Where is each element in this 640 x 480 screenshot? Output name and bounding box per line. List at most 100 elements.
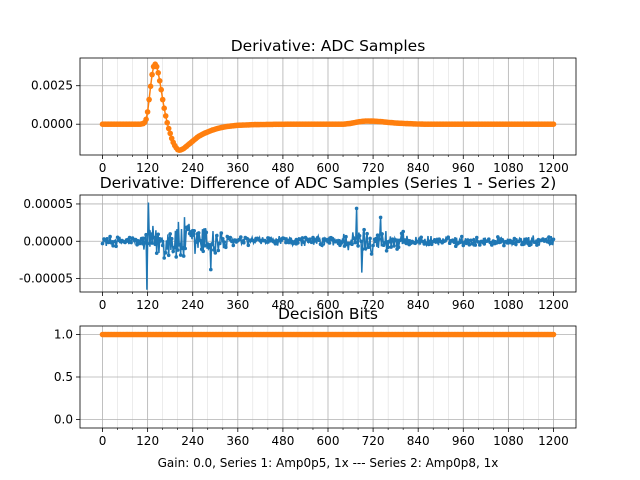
data-point: [398, 238, 402, 243]
data-point: [521, 242, 526, 247]
data-point: [149, 71, 155, 78]
data-point: [466, 238, 470, 242]
data-point: [215, 233, 219, 238]
data-point: [204, 230, 209, 235]
x-tick-label: 840: [407, 298, 430, 312]
data-point: [144, 232, 148, 237]
data-point: [350, 242, 354, 246]
data-point: [198, 238, 202, 243]
data-point: [196, 231, 201, 235]
data-point: [106, 240, 111, 245]
data-point: [551, 237, 556, 242]
y-tick-label: 0.00005: [23, 197, 73, 211]
y-tick-label: 0.00000: [23, 234, 73, 248]
data-point: [146, 96, 152, 103]
chart-panel-2: 0 120 240 360 480 600 720 840 960 1080 1200 0.00005…: [19, 174, 577, 312]
x-tick-label: 960: [452, 161, 475, 175]
x-tick-label: 0: [99, 434, 107, 448]
data-point: [153, 63, 160, 70]
data-point: [177, 243, 181, 247]
x-tick-label: 120: [136, 434, 159, 448]
data-point: [143, 116, 149, 123]
data-point: [392, 244, 396, 248]
data-point: [419, 235, 424, 240]
x-tick-label: 480: [271, 161, 294, 175]
data-point: [127, 235, 132, 240]
data-point: [378, 215, 383, 220]
data-point: [108, 234, 112, 239]
x-tick-label: 720: [362, 298, 385, 312]
data-point: [371, 243, 375, 248]
data-point: [374, 236, 378, 241]
y-tick-label: 0.0: [54, 413, 73, 427]
data-point: [171, 249, 175, 254]
data-point: [473, 243, 478, 247]
x-tick-label: 720: [362, 161, 385, 175]
chart-panel-1: 0 120 240 360 480 600 720 840 960 1080 1200 0.0000 0…: [31, 37, 577, 175]
data-point: [500, 238, 505, 242]
data-point: [167, 130, 173, 137]
data-point: [239, 235, 243, 239]
data-point: [206, 242, 210, 246]
data-point: [404, 241, 409, 246]
panels: 0 120 240 360 480 600 720 840 960 1080 12000.00000…: [19, 37, 577, 448]
data-point: [174, 255, 178, 259]
data-point: [228, 235, 233, 240]
data-point: [429, 242, 434, 247]
x-tick-label: 1080: [493, 161, 524, 175]
data-point: [461, 243, 466, 248]
data-point: [384, 249, 389, 253]
data-point: [141, 236, 145, 241]
data-point: [115, 235, 120, 240]
data-point: [518, 237, 523, 242]
data-point: [159, 96, 166, 103]
data-point: [162, 113, 169, 119]
data-point: [353, 240, 357, 245]
data-point: [160, 243, 165, 248]
data-point: [547, 235, 551, 239]
data-point: [114, 244, 118, 249]
data-point: [535, 243, 539, 247]
data-point: [222, 240, 227, 244]
x-tick-label: 360: [226, 161, 249, 175]
data-point: [105, 237, 109, 241]
data-point: [192, 229, 196, 233]
y-tick-label: 0.0000: [31, 117, 73, 131]
data-point: [142, 241, 147, 245]
data-point: [178, 253, 183, 257]
data-point: [362, 227, 366, 232]
data-point: [475, 235, 479, 240]
x-tick-label: 600: [317, 298, 340, 312]
data-point: [209, 267, 213, 272]
data-point: [216, 248, 221, 253]
data-point: [163, 251, 168, 255]
data-point: [478, 243, 482, 247]
x-tick-label: 720: [362, 434, 385, 448]
data-point: [100, 241, 105, 246]
data-point: [181, 254, 186, 258]
data-point: [533, 240, 538, 244]
data-point: [405, 238, 410, 243]
x-tick-label: 840: [407, 161, 430, 175]
data-point: [129, 240, 133, 245]
data-point: [242, 240, 246, 245]
data-point: [377, 237, 381, 241]
data-point: [356, 244, 360, 248]
axes-frame: [79, 325, 577, 429]
series-series-2: [99, 61, 557, 153]
data-point: [308, 237, 312, 241]
data-point: [201, 249, 205, 254]
data-point: [111, 243, 115, 248]
data-point: [153, 242, 157, 247]
data-point: [203, 243, 207, 248]
axes-frame: [79, 194, 577, 293]
data-point: [476, 240, 481, 244]
data-point: [351, 236, 356, 241]
data-point: [162, 256, 166, 260]
data-point: [148, 232, 153, 236]
x-tick-label: 1200: [538, 434, 569, 448]
data-point: [207, 245, 212, 250]
data-point: [109, 241, 114, 245]
data-point: [224, 245, 228, 250]
